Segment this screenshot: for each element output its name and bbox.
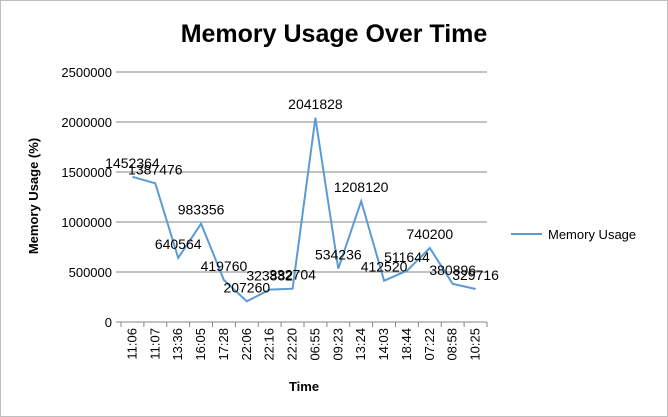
x-tick-label: 22:06 (239, 328, 254, 361)
x-tick-label: 07:22 (422, 328, 437, 361)
x-tick-label: 08:58 (445, 328, 460, 361)
legend: Memory Usage (511, 227, 636, 242)
data-label: 511644 (384, 249, 430, 265)
x-axis-ticks: 11:06 11:07 13:36 16:05 17:28 22:06 22:16 22:20… (120, 322, 488, 361)
x-tick-label: 10:25 (468, 328, 483, 361)
x-tick-label: 11:07 (147, 328, 162, 360)
x-tick-label: 13:36 (170, 328, 185, 361)
x-tick-label: 22:20 (285, 328, 300, 361)
x-tick-label: 17:28 (216, 328, 231, 361)
x-tick-label: 11:06 (124, 328, 139, 360)
series-line-memory-usage (132, 117, 476, 303)
data-label: 740200 (406, 226, 453, 242)
x-tick-label: 16:05 (193, 328, 208, 361)
data-label: 1452364 (105, 155, 160, 171)
x-axis-title: Time (289, 379, 319, 394)
gridlines (121, 71, 487, 273)
y-tick-label: 1500000 (61, 165, 112, 180)
data-label: 983356 (178, 202, 225, 218)
y-tick-label: 1000000 (61, 215, 112, 230)
data-label: 2041828 (288, 96, 343, 112)
data-label: 323882 (246, 268, 293, 284)
data-label: 1208120 (334, 179, 389, 195)
data-label: 380896 (429, 262, 476, 278)
y-tick-label: 0 (105, 315, 112, 330)
data-label: 207260 (223, 279, 270, 295)
data-label: 640564 (155, 236, 202, 252)
x-tick-label: 13:24 (353, 328, 368, 361)
x-tick-label: 06:55 (307, 328, 322, 361)
y-tick-label: 500000 (69, 265, 112, 280)
y-tick-label: 2500000 (61, 65, 112, 80)
y-axis-ticks: 0 500000 1000000 1500000 2000000 2500000 (61, 65, 121, 330)
x-tick-label: 09:23 (330, 328, 345, 361)
x-tick-label: 22:16 (262, 328, 277, 361)
legend-label: Memory Usage (548, 227, 636, 242)
data-label: 534236 (315, 247, 362, 263)
x-tick-label: 18:44 (399, 328, 414, 361)
data-label: 329716 (452, 267, 499, 283)
chart-title: Memory Usage Over Time (181, 20, 488, 48)
data-label: 1387476 (128, 161, 183, 177)
data-label: 332704 (269, 267, 316, 283)
data-label: 412520 (361, 259, 408, 275)
y-axis-title: Memory Usage (%) (26, 138, 41, 254)
data-label: 419760 (201, 258, 248, 274)
y-tick-label: 2000000 (61, 115, 112, 130)
data-labels: 1452364138747664056498335641976020726032… (105, 96, 499, 295)
x-tick-label: 14:03 (376, 328, 391, 361)
